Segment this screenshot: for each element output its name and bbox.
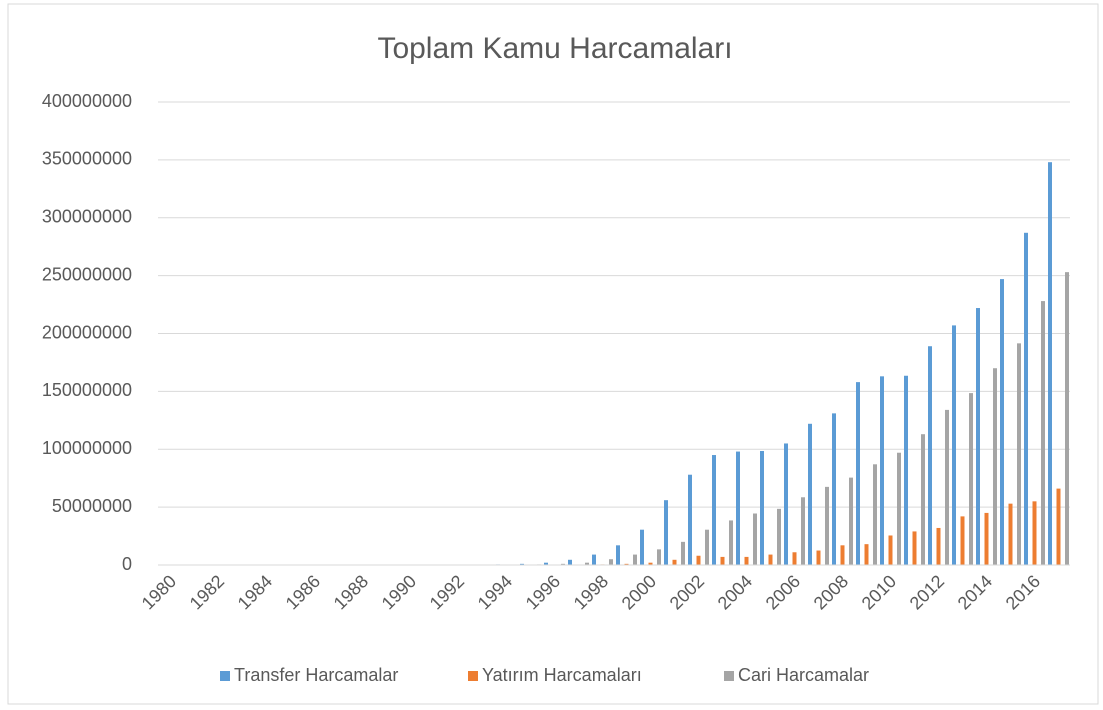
legend-swatch xyxy=(724,671,734,681)
y-tick-label: 350000000 xyxy=(42,149,132,169)
bar xyxy=(520,563,524,565)
bar xyxy=(561,563,565,565)
bar xyxy=(688,474,692,565)
y-tick-label: 150000000 xyxy=(42,380,132,400)
bar xyxy=(832,413,836,565)
bar xyxy=(904,375,908,565)
chart-title: Toplam Kamu Harcamaları xyxy=(377,32,732,65)
bar xyxy=(888,535,893,565)
bar xyxy=(1000,279,1004,565)
bar xyxy=(856,382,860,565)
bar xyxy=(1065,272,1069,565)
bar xyxy=(1041,301,1045,565)
bar xyxy=(952,325,956,565)
bar xyxy=(681,541,685,565)
bar xyxy=(784,443,788,565)
legend-label: Transfer Harcamalar xyxy=(234,665,398,685)
bar xyxy=(984,512,989,565)
bar xyxy=(720,556,725,565)
bar xyxy=(864,544,869,565)
legend-swatch xyxy=(220,671,230,681)
legend-swatch xyxy=(468,671,478,681)
bar xyxy=(816,550,821,565)
bar xyxy=(849,477,853,565)
bar xyxy=(777,508,781,565)
bar xyxy=(736,451,740,565)
bar xyxy=(801,497,805,565)
bar xyxy=(768,554,773,565)
bar xyxy=(760,450,764,565)
y-tick-label: 100000000 xyxy=(42,438,132,458)
bar xyxy=(1017,343,1021,565)
bar xyxy=(705,529,709,565)
bar xyxy=(744,556,749,565)
bar xyxy=(921,434,925,565)
bar xyxy=(585,562,589,565)
bar xyxy=(1048,162,1052,565)
bar xyxy=(928,346,932,565)
chart-border xyxy=(7,3,1099,705)
legend-label: Cari Harcamalar xyxy=(738,665,869,685)
bar xyxy=(880,376,884,565)
y-tick-label: 200000000 xyxy=(42,322,132,342)
y-tick-label: 300000000 xyxy=(42,207,132,227)
bar xyxy=(825,486,829,565)
bar xyxy=(616,545,620,565)
bar xyxy=(568,559,572,565)
bar xyxy=(969,393,973,565)
bar xyxy=(808,423,812,565)
bar xyxy=(945,409,949,565)
bar xyxy=(993,368,997,565)
bar xyxy=(657,549,661,565)
bar xyxy=(633,554,637,565)
bar xyxy=(1032,501,1037,565)
bar xyxy=(1008,503,1013,565)
bar xyxy=(664,500,668,565)
bar xyxy=(640,529,644,565)
bar xyxy=(672,559,677,565)
legend-label: Yatırım Harcamaları xyxy=(482,665,642,685)
bar xyxy=(1056,488,1061,565)
bar xyxy=(696,555,701,565)
bar xyxy=(792,552,797,565)
bar xyxy=(592,554,596,565)
bar xyxy=(1024,232,1028,566)
y-tick-label: 0 xyxy=(122,554,132,574)
y-tick-label: 250000000 xyxy=(42,264,132,284)
bar xyxy=(624,563,629,565)
bar xyxy=(873,464,877,565)
y-tick-label: 400000000 xyxy=(42,91,132,111)
bar xyxy=(753,513,757,565)
bar xyxy=(960,516,965,565)
bar xyxy=(648,562,653,565)
bar xyxy=(840,545,845,565)
bar xyxy=(609,559,613,565)
bar xyxy=(897,452,901,565)
y-tick-label: 50000000 xyxy=(52,496,132,516)
bar xyxy=(712,455,716,565)
bar xyxy=(912,531,917,565)
bar xyxy=(976,308,980,565)
bar xyxy=(544,562,548,565)
bar xyxy=(729,520,733,565)
bar xyxy=(936,527,941,565)
